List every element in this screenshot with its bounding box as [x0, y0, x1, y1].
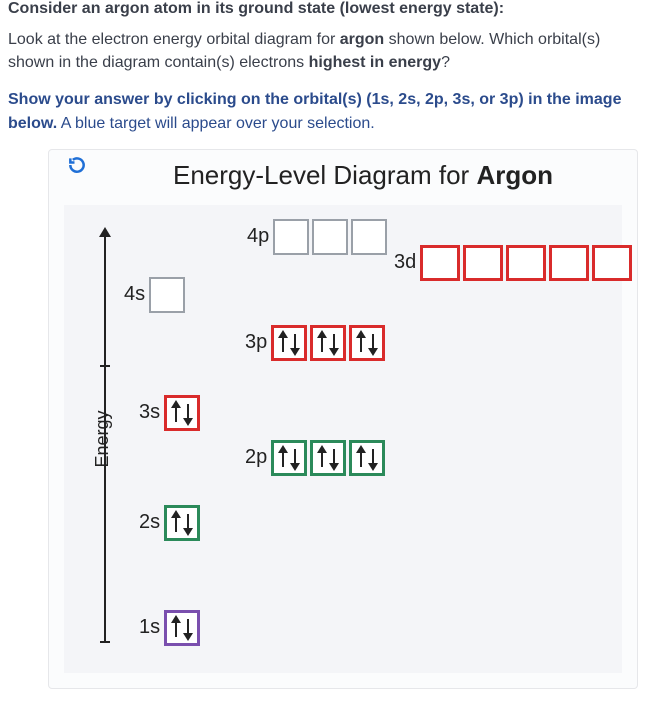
orbital-box[interactable] — [310, 440, 346, 476]
orbital-box[interactable] — [149, 277, 185, 313]
electron-up-icon — [171, 400, 181, 426]
orbital-box[interactable] — [351, 219, 387, 255]
axis-tick — [100, 641, 110, 643]
orbital-label-4s: 4s — [124, 283, 145, 306]
orbital-box[interactable] — [164, 505, 200, 541]
orbital-2p[interactable]: 2p — [245, 440, 385, 476]
orbital-box[interactable] — [506, 245, 546, 281]
orbital-label-2p: 2p — [245, 446, 267, 469]
orbital-box[interactable] — [312, 219, 348, 255]
orbital-label-1s: 1s — [139, 616, 160, 639]
orbital-box[interactable] — [310, 325, 346, 361]
electron-down-icon — [290, 330, 300, 356]
orbital-box[interactable] — [349, 325, 385, 361]
energy-plot: Energy 4p 3d 4s — [64, 205, 622, 673]
body-bold2: highest in energy — [309, 54, 441, 71]
orbital-label-3d: 3d — [394, 251, 416, 274]
electron-up-icon — [278, 445, 288, 471]
orbital-label-2s: 2s — [139, 511, 160, 534]
y-axis: Energy — [80, 235, 108, 643]
title-elem: Argon — [476, 160, 553, 190]
electron-down-icon — [183, 400, 193, 426]
electron-up-icon — [171, 615, 181, 641]
orbital-box[interactable] — [463, 245, 503, 281]
electron-up-icon — [171, 510, 181, 536]
orbital-label-3p: 3p — [245, 331, 267, 354]
orbital-4p[interactable]: 4p — [247, 219, 387, 255]
electron-up-icon — [317, 445, 327, 471]
electron-down-icon — [329, 330, 339, 356]
electron-up-icon — [278, 330, 288, 356]
boxes-4s — [149, 277, 185, 313]
diagram-title: Energy-Level Diagram for Argon — [49, 150, 637, 195]
body-pre: Look at the electron energy orbital diag… — [8, 31, 340, 48]
orbital-box[interactable] — [549, 245, 589, 281]
orbital-box[interactable] — [273, 219, 309, 255]
boxes-2s — [164, 505, 200, 541]
orbital-box[interactable] — [592, 245, 632, 281]
electron-down-icon — [183, 615, 193, 641]
boxes-4p — [273, 219, 387, 255]
question-instruction: Show your answer by clicking on the orbi… — [8, 88, 638, 134]
orbital-box[interactable] — [164, 395, 200, 431]
body-post: ? — [441, 54, 450, 71]
diagram-container: Energy-Level Diagram for Argon Energy 4p… — [48, 149, 638, 689]
orbital-box[interactable] — [271, 440, 307, 476]
electron-down-icon — [183, 510, 193, 536]
boxes-1s — [164, 610, 200, 646]
orbital-3p[interactable]: 3p — [245, 325, 385, 361]
orbital-box[interactable] — [271, 325, 307, 361]
boxes-2p — [271, 440, 385, 476]
orbital-3s[interactable]: 3s — [139, 395, 200, 431]
electron-up-icon — [356, 445, 366, 471]
orbital-3d[interactable]: 3d — [394, 245, 632, 281]
axis-tick — [100, 365, 110, 367]
orbital-box[interactable] — [420, 245, 460, 281]
electron-up-icon — [317, 330, 327, 356]
question-body: Look at the electron energy orbital diag… — [8, 28, 638, 74]
orbital-box[interactable] — [349, 440, 385, 476]
boxes-3d — [420, 245, 632, 281]
orbital-label-3s: 3s — [139, 401, 160, 424]
y-axis-label: Energy — [92, 410, 113, 467]
boxes-3s — [164, 395, 200, 431]
boxes-3p — [271, 325, 385, 361]
instruction-rest: A blue target will appear over your sele… — [57, 115, 375, 132]
orbital-box[interactable] — [164, 610, 200, 646]
body-elem: argon — [340, 31, 384, 48]
electron-down-icon — [368, 330, 378, 356]
electron-down-icon — [290, 445, 300, 471]
electron-down-icon — [329, 445, 339, 471]
orbital-label-4p: 4p — [247, 225, 269, 248]
reset-icon[interactable] — [67, 155, 87, 175]
orbital-2s[interactable]: 2s — [139, 505, 200, 541]
title-pre: Energy-Level Diagram for — [173, 160, 476, 190]
question-heading: Consider an argon atom in its ground sta… — [8, 0, 638, 18]
electron-up-icon — [356, 330, 366, 356]
orbital-4s[interactable]: 4s — [124, 277, 185, 313]
electron-down-icon — [368, 445, 378, 471]
orbital-1s[interactable]: 1s — [139, 610, 200, 646]
